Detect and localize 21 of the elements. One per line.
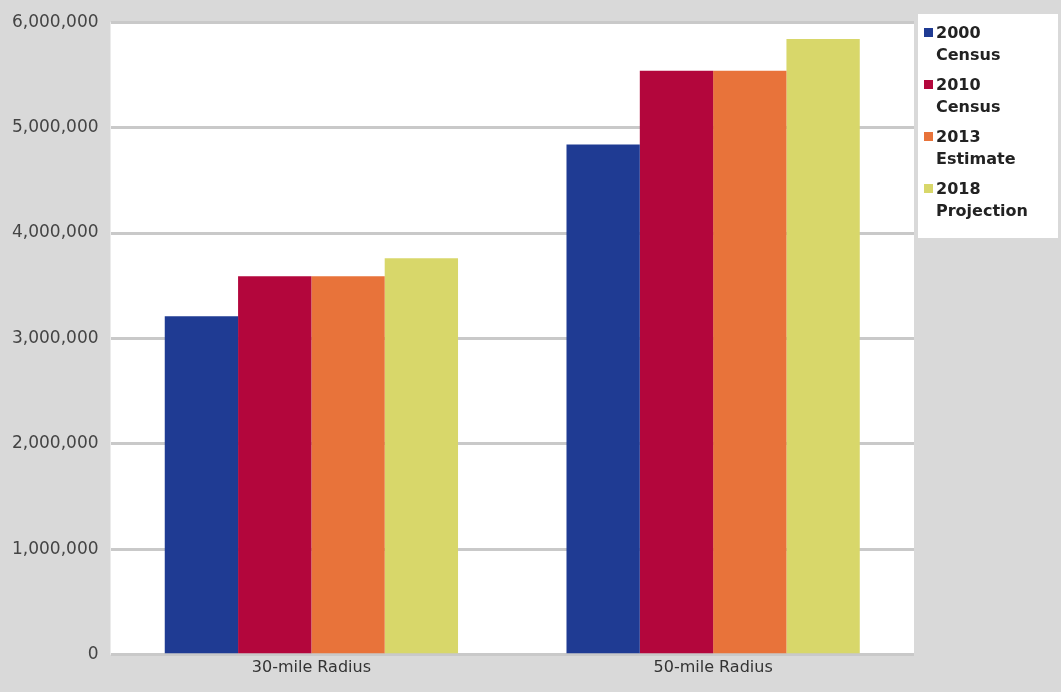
bar [238, 276, 312, 654]
y-tick-label: 4,000,000 [11, 221, 99, 242]
bar [566, 144, 640, 654]
legend-label: 2010 Census [936, 74, 1002, 118]
y-tick-label: 3,000,000 [11, 326, 99, 347]
y-tick-label: 1,000,000 [11, 537, 99, 558]
legend-label: 2000 Census [936, 22, 1002, 66]
y-tick-label: 5,000,000 [11, 116, 99, 137]
bar [713, 70, 787, 654]
legend-label: 2013 Estimate [936, 126, 1017, 170]
bar [786, 39, 860, 654]
x-tick-label: 30-mile Radius [251, 656, 371, 676]
y-tick-label: 6,000,000 [11, 10, 99, 31]
bar [164, 316, 239, 654]
x-tick-label: 50-mile Radius [653, 656, 773, 676]
bar [384, 258, 459, 654]
bar [639, 70, 714, 654]
legend-label: 2018 Projection [936, 178, 1029, 222]
bar [311, 276, 385, 654]
y-tick-label: 2,000,000 [11, 432, 99, 453]
y-tick-label: 0 [87, 643, 99, 664]
